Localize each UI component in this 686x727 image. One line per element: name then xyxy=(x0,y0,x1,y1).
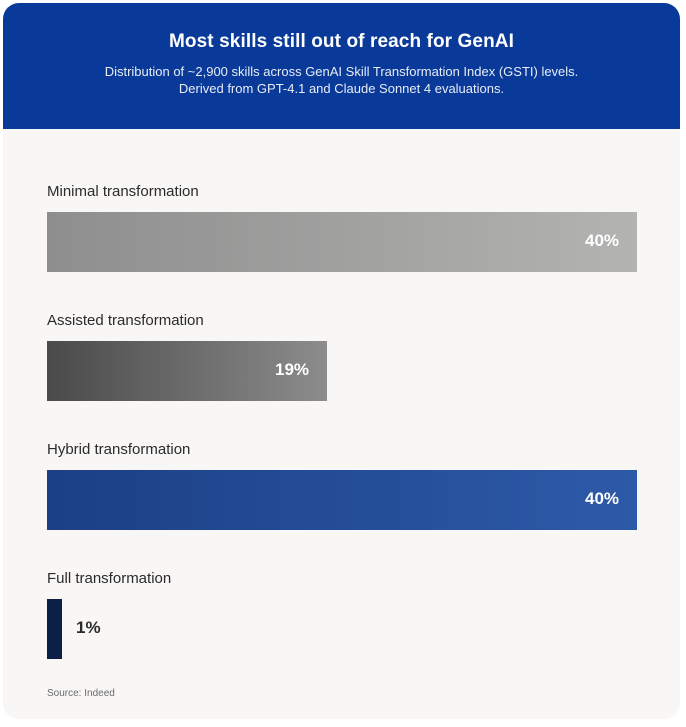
category-label-minimal-transformation: Minimal transformation xyxy=(47,183,199,200)
category-label-assisted-transformation: Assisted transformation xyxy=(47,312,204,329)
bar-full-transformation xyxy=(47,599,62,659)
value-label-assisted-transformation: 19% xyxy=(275,360,310,379)
chart-title: Most skills still out of reach for GenAI xyxy=(169,31,514,52)
category-label-full-transformation: Full transformation xyxy=(47,570,172,587)
chart-card: Most skills still out of reach for GenAI… xyxy=(3,3,680,719)
chart-subtitle: Distribution of ~2,900 skills across Gen… xyxy=(3,63,680,97)
bar-hybrid-transformation xyxy=(47,470,637,530)
source-note: Source: Indeed xyxy=(47,688,115,699)
value-label-full-transformation: 1% xyxy=(76,618,101,637)
subtitle-line-2: Derived from GPT-4.1 and Claude Sonnet 4… xyxy=(178,81,505,96)
chart-header: Most skills still out of reach for GenAI… xyxy=(3,3,680,129)
bar-assisted-transformation xyxy=(47,341,327,401)
value-label-hybrid-transformation: 40% xyxy=(585,489,620,508)
subtitle-line-1: Distribution of ~2,900 skills across Gen… xyxy=(104,64,579,79)
bar-minimal-transformation xyxy=(47,212,637,272)
category-label-hybrid-transformation: Hybrid transformation xyxy=(47,441,191,458)
value-label-minimal-transformation: 40% xyxy=(585,231,620,250)
